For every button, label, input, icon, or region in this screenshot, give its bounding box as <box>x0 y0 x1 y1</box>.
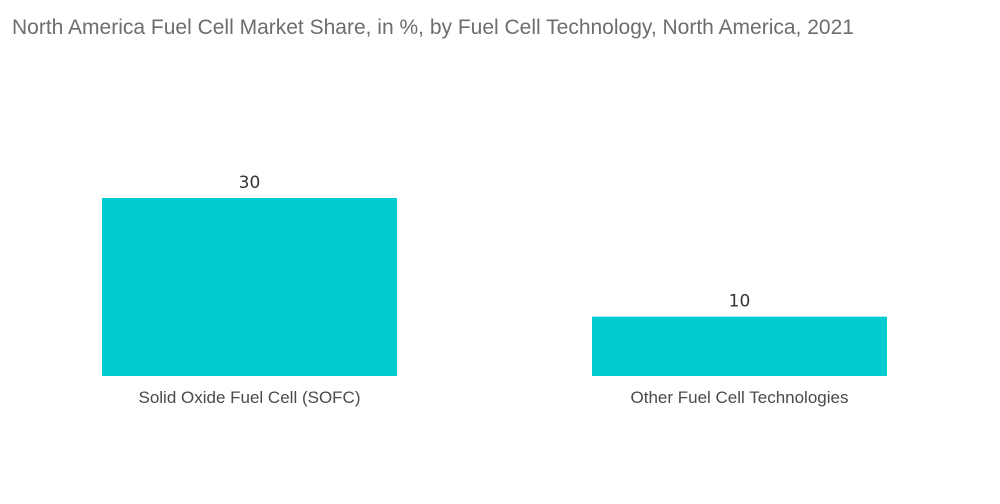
category-label-2: Other Fuel Cell Technologies <box>631 388 849 407</box>
category-label-1: Solid Oxide Fuel Cell (SOFC) <box>138 388 360 407</box>
bar-1 <box>102 198 397 376</box>
bar-value-label-2: 10 <box>729 292 751 312</box>
bar-2 <box>592 316 887 376</box>
chart-title: North America Fuel Cell Market Share, in… <box>12 16 854 39</box>
bar-value-label-1: 30 <box>239 173 261 193</box>
